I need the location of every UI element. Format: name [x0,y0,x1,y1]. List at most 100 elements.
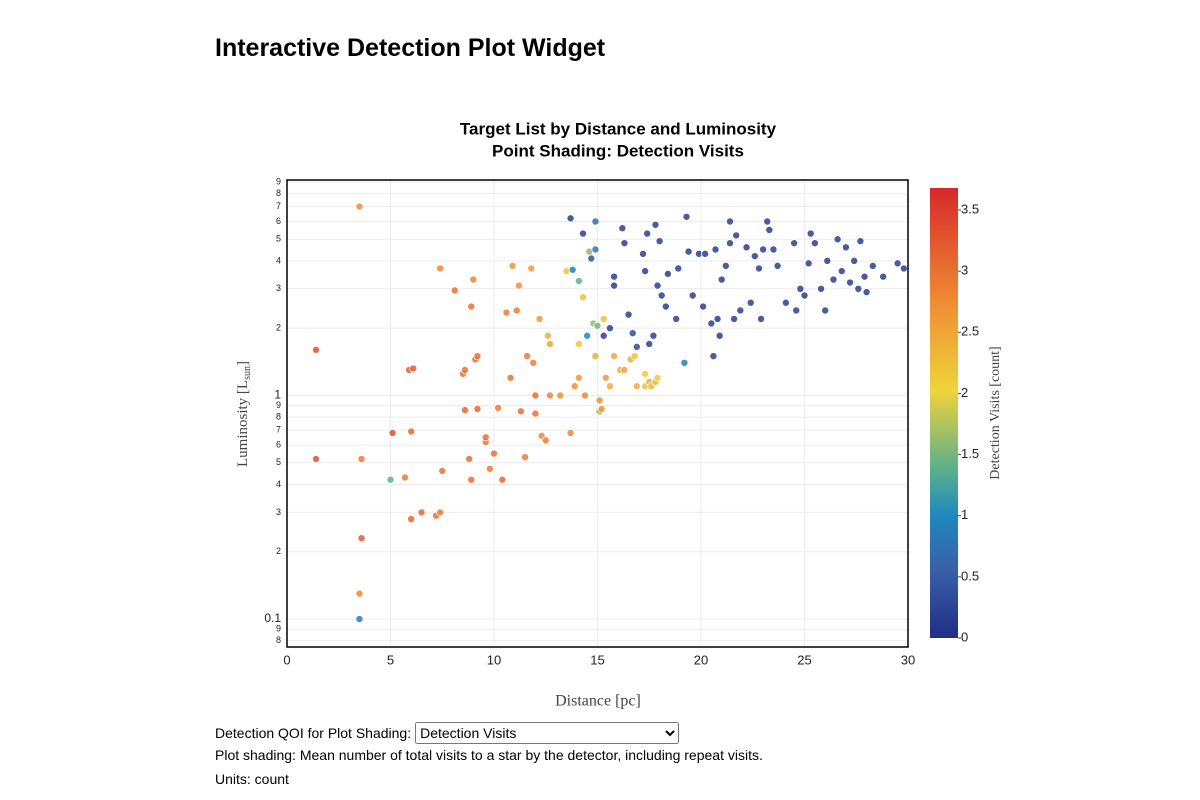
point [620,366,629,375]
point [388,428,397,437]
x-tick-label: 30 [901,652,915,667]
point [632,342,641,351]
point [605,324,614,333]
point [643,229,652,238]
x-tick-label: 5 [387,652,394,667]
point [713,314,722,323]
point [409,364,418,373]
point [854,284,863,293]
colorbar-tick-label: 0 [961,629,968,644]
point [641,369,650,378]
point [829,275,838,284]
x-tick-label: 15 [590,652,604,667]
point [833,235,842,244]
point [436,508,445,517]
y-tick-label: 2 [276,546,281,556]
point [545,391,554,400]
point [707,319,716,328]
point [599,331,608,340]
point [610,352,619,361]
point [465,454,474,463]
qoi-label: Detection QOI for Plot Shading: [215,725,412,741]
point [682,212,691,221]
point [841,243,850,252]
colorbar-tick-label: 0.5 [961,568,979,583]
point [591,217,600,226]
point [355,615,364,624]
y-tick-label: 7 [276,201,281,211]
point [489,449,498,458]
point [893,259,902,268]
point [521,453,530,462]
y-tick-label: 8 [276,412,281,422]
point [436,264,445,273]
colorbar-tick-label: 3.5 [961,201,979,216]
y-tick-label: 4 [276,479,281,489]
y-tick-label: 5 [276,457,281,467]
point [568,265,577,274]
y-tick-label: 3 [276,507,281,517]
y-axis-label: Luminosity [Lsun] [235,361,253,467]
point [574,373,583,382]
point [566,428,575,437]
colorbar-tick-label: 3 [961,263,968,278]
point [311,345,320,354]
y-tick-label: 3 [276,283,281,293]
point [579,293,588,302]
point [792,306,801,315]
point [742,243,751,252]
point [485,464,494,473]
point [674,264,683,273]
y-tick-label: 4 [276,255,281,265]
point [773,261,782,270]
point [790,239,799,248]
chart: Target List by Distance and Luminosity P… [235,119,1003,709]
chart-subtitle: Point Shading: Detection Visits [492,141,744,160]
point [461,406,470,415]
y-tick-label: 5 [276,234,281,244]
point [649,331,658,340]
point [655,237,664,246]
y-tick-label: 0.1 [264,611,281,625]
point [570,382,579,391]
point [757,314,766,323]
point [711,245,720,254]
point [846,278,855,287]
point [759,245,768,254]
point [545,339,554,348]
x-tick-label: 20 [694,652,708,667]
point [355,589,364,598]
point [543,331,552,340]
point [804,259,813,268]
x-tick-label: 0 [283,652,290,667]
y-tick-label: 1 [274,388,281,402]
point [860,272,869,281]
point [672,314,681,323]
point [587,254,596,263]
point [624,310,633,319]
point [699,302,708,311]
point [461,366,470,375]
chart-title: Target List by Distance and Luminosity [460,119,777,138]
point [591,245,600,254]
y-tick-label: 9 [276,177,281,187]
qoi-select[interactable]: Detection Visits [415,722,680,744]
y-tick-label: 8 [276,635,281,645]
point [535,314,544,323]
description: Plot shading: Mean number of total visit… [215,747,763,763]
point [806,229,815,238]
y-axis-label-text: Luminosity [L [235,380,251,467]
point [593,321,602,330]
point [736,306,745,315]
point [597,405,606,414]
point [817,284,826,293]
colorbar-tick-label: 2.5 [961,324,979,339]
point [514,281,523,290]
point [721,261,730,270]
point [467,475,476,484]
point [407,427,416,436]
point [610,272,619,281]
point [651,220,660,229]
point [531,391,540,400]
